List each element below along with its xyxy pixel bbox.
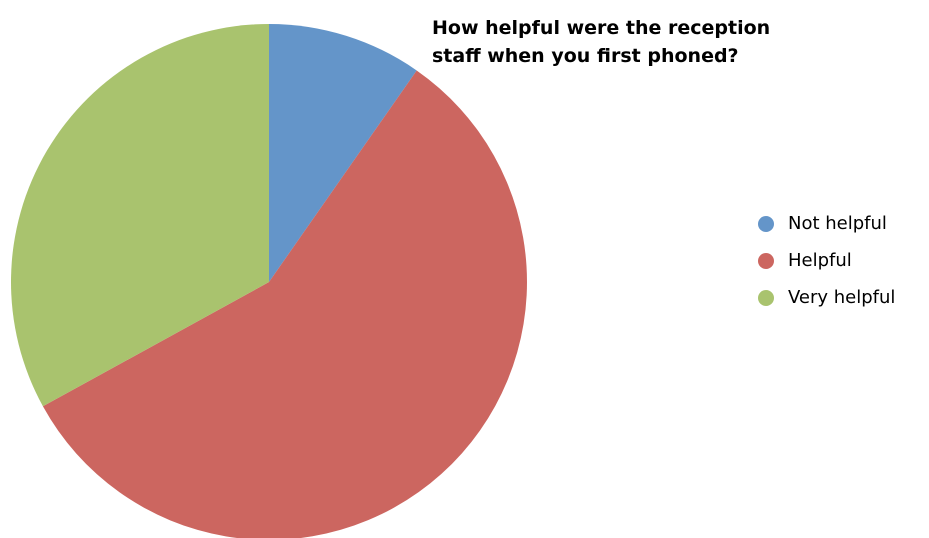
legend-swatch-not-helpful — [758, 215, 774, 232]
legend-swatch-helpful — [758, 252, 774, 269]
legend-label-very-helpful: Very helpful — [788, 287, 896, 308]
legend-swatch-very-helpful — [758, 289, 774, 306]
chart-legend: Not helpful Helpful Very helpful — [758, 205, 895, 316]
chart-title-line-1: How helpful were the reception — [432, 17, 771, 39]
legend-label-not-helpful: Not helpful — [788, 213, 887, 234]
chart-title-line-2: staff when you first phoned? — [432, 45, 739, 67]
legend-item-very-helpful: Very helpful — [758, 279, 895, 316]
legend-label-helpful: Helpful — [788, 250, 852, 271]
legend-item-helpful: Helpful — [758, 242, 895, 279]
pie-slice-very-helpful — [10, 24, 270, 407]
legend-item-not-helpful: Not helpful — [758, 205, 895, 242]
pie-slice-not-helpful — [269, 24, 417, 282]
pie-slice-helpful — [42, 70, 527, 538]
chart-title: How helpful were the reception staff whe… — [432, 14, 872, 70]
